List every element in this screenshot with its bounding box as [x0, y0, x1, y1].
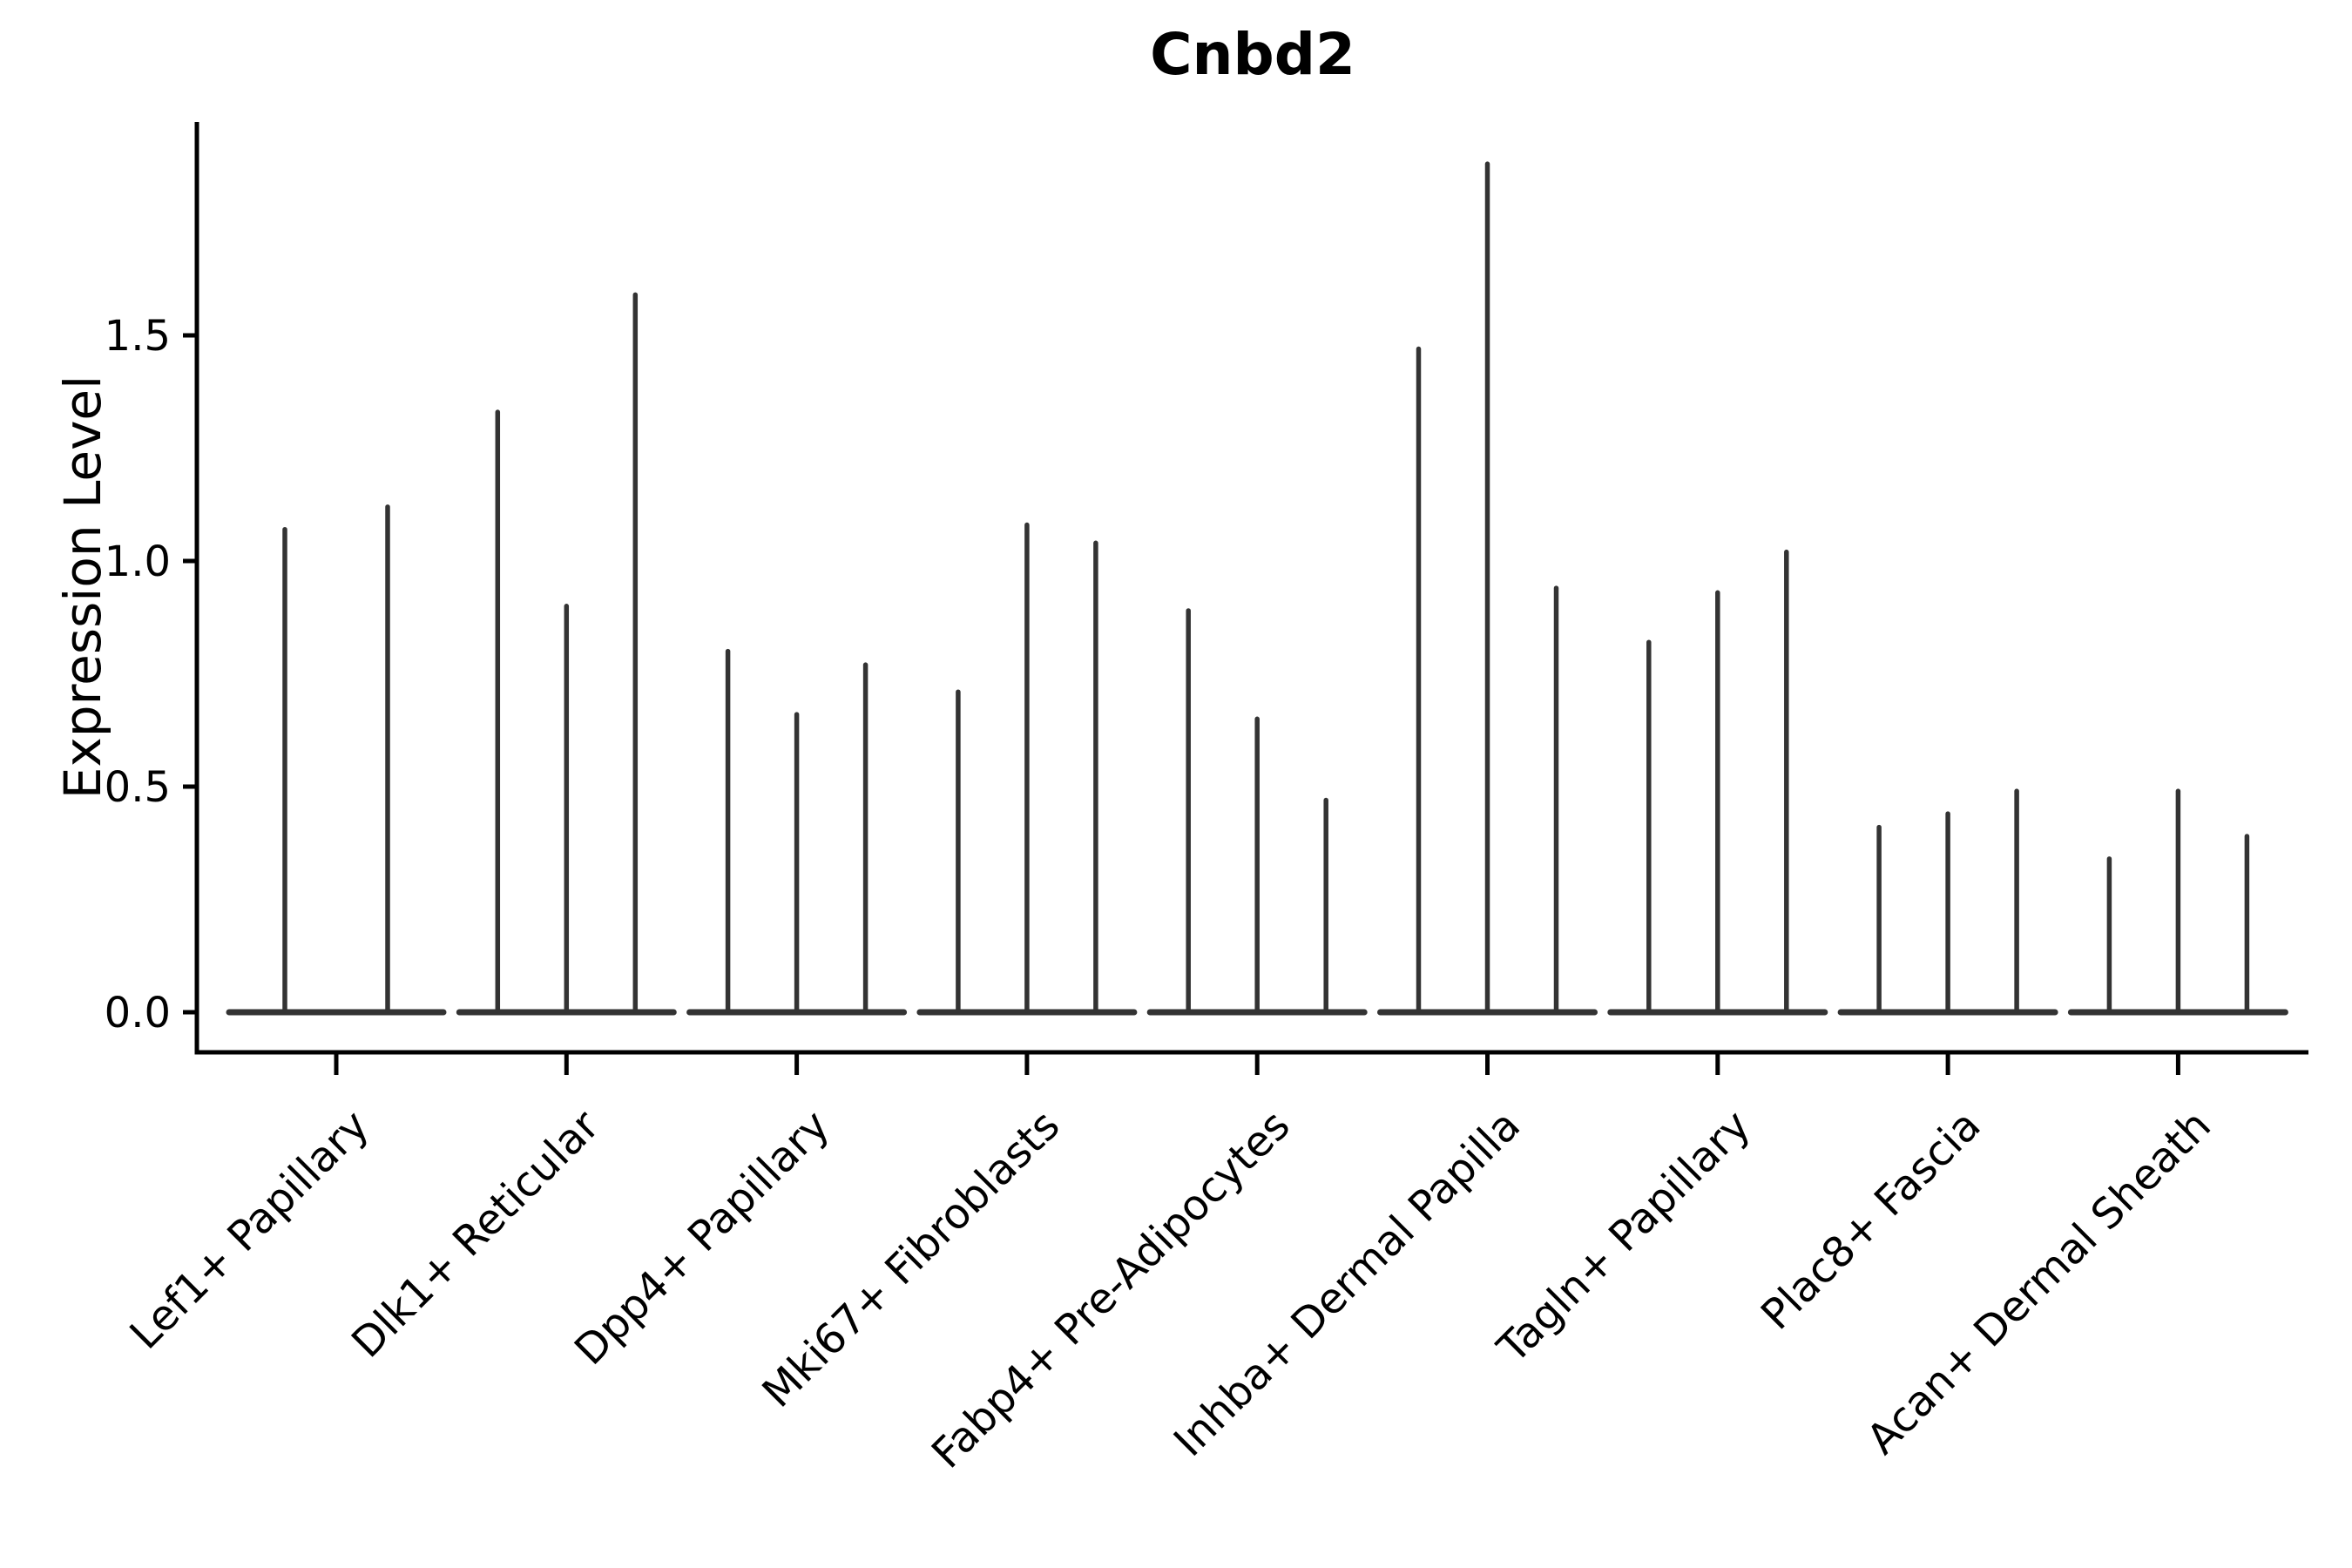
x-tick-label: Tagln+ Papillary: [1488, 1101, 1760, 1373]
x-tick-label: Lef1+ Papillary: [121, 1101, 379, 1359]
y-tick-label: 0.0: [105, 989, 171, 1037]
chart-title: Cnbd2: [1150, 21, 1355, 88]
x-tick-label: Dpp4+ Papillary: [565, 1101, 839, 1375]
y-tick-label: 1.0: [105, 537, 171, 586]
y-tick-label: 0.5: [105, 763, 171, 812]
y-tick-label: 1.5: [105, 312, 171, 361]
x-tick-label: Dlk1+ Reticular: [342, 1101, 609, 1368]
x-tick-label: Plac8+ Fascia: [1752, 1101, 1990, 1340]
